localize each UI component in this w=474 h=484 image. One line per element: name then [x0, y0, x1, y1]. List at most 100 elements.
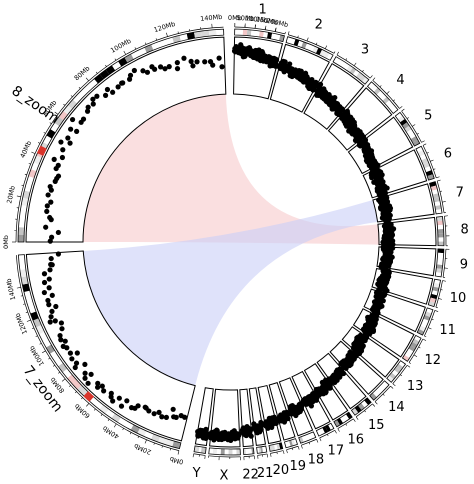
- ideogram-band: [165, 37, 174, 46]
- ideogram-18: [298, 431, 317, 444]
- track-frame-18: [278, 377, 314, 437]
- point-7_zoom: [159, 414, 165, 420]
- point-7_zoom: [47, 267, 53, 273]
- point-7_zoom: [142, 404, 148, 410]
- point-7_zoom: [59, 326, 65, 332]
- ideogram-6: [415, 145, 435, 181]
- ideogram-band: [323, 51, 330, 59]
- chromosome-label: 22: [242, 468, 259, 483]
- point-8_zoom: [216, 55, 222, 61]
- ideogram-band: [63, 105, 73, 115]
- zoom-axis-tick: [145, 42, 147, 45]
- axis-tick: [390, 385, 394, 389]
- axis-tick: [422, 143, 427, 146]
- axis-tick: [306, 37, 309, 42]
- point-7_zoom: [60, 343, 66, 349]
- centromere-highlight: [36, 145, 47, 156]
- ideogram-band: [301, 435, 307, 443]
- ideogram-band: [201, 30, 210, 38]
- zoom-axis-tick: [54, 111, 59, 115]
- ideogram-band: [50, 122, 60, 133]
- ideogram-band: [325, 424, 331, 432]
- ideogram-band: [267, 32, 273, 39]
- axis-tick: [292, 447, 294, 451]
- axis-tick: [319, 437, 322, 442]
- point-8_zoom: [162, 66, 168, 72]
- chromosome-label: X: [219, 468, 228, 483]
- chromosome-label: 17: [328, 444, 345, 459]
- axis-tick: [442, 201, 446, 203]
- ideogram-band: [18, 234, 25, 242]
- point-8_zoom: [131, 67, 137, 74]
- ideogram-band: [343, 62, 350, 71]
- ideogram-band: [20, 276, 29, 285]
- point-8_zoom: [68, 126, 74, 132]
- zoom-axis-tick: [123, 50, 127, 55]
- point-7_zoom: [82, 370, 88, 376]
- point-7_zoom: [163, 414, 169, 420]
- axis-tick: [334, 430, 337, 434]
- 7_zoom-tick-label: 20Mb: [133, 442, 153, 456]
- ideogram-band: [298, 436, 304, 444]
- zoom-axis-tick: [78, 86, 81, 89]
- ideogram-band: [390, 106, 398, 114]
- zoom-axis-tick: [137, 436, 140, 439]
- zoom-axis-tick: [41, 350, 46, 354]
- ideogram-band: [18, 254, 25, 263]
- ideogram-band: [224, 448, 229, 455]
- point-7_zoom: [124, 398, 130, 404]
- ideogram-band: [196, 446, 200, 453]
- ideogram-band: [250, 29, 256, 37]
- ideogram-Y: [193, 445, 207, 454]
- point-8_zoom: [60, 147, 66, 153]
- ideogram-band: [289, 37, 296, 45]
- ideogram-band: [339, 60, 347, 68]
- axis-tick: [413, 354, 418, 357]
- ideogram-band: [406, 348, 414, 355]
- track-frame-6: [362, 149, 428, 199]
- ideogram-band: [414, 335, 422, 342]
- ideogram-band: [355, 72, 363, 80]
- ideogram-band: [322, 426, 328, 434]
- ideogram-band: [435, 268, 443, 273]
- ideogram-band: [212, 448, 218, 455]
- ideogram-band: [49, 350, 59, 361]
- zoom-axis-tick: [21, 184, 24, 187]
- ideogram-band: [362, 77, 369, 85]
- chromosome-label: 2: [315, 18, 323, 33]
- point-7_zoom: [73, 360, 80, 366]
- ideogram-band: [304, 434, 310, 442]
- point-8_zoom: [55, 173, 62, 179]
- axis-tick: [345, 423, 348, 426]
- ideogram-band: [369, 392, 377, 401]
- zoom-axis-tick: [38, 142, 41, 144]
- ideogram-13: [386, 360, 407, 383]
- axis-tick: [369, 75, 373, 79]
- chromosome-label: 10: [450, 291, 467, 306]
- ideogram-band: [18, 219, 26, 228]
- point-7_zoom: [74, 350, 80, 356]
- point-7_zoom: [171, 414, 177, 420]
- ideogram-22: [242, 447, 255, 456]
- ideogram-band: [437, 224, 444, 230]
- ideogram-band: [22, 283, 30, 292]
- chromosome-label: 18: [308, 453, 325, 468]
- ideogram-band: [258, 446, 262, 454]
- zoom-axis-tick: [61, 378, 66, 382]
- point-8_zoom: [49, 234, 55, 240]
- chromosome-label: 3: [361, 43, 369, 58]
- ideogram-band: [26, 176, 35, 185]
- point-7_zoom: [48, 314, 54, 320]
- 8_zoom-tick-label: 140Mb: [200, 13, 223, 23]
- zoom-axis-tick: [49, 122, 52, 124]
- zoom-axis-tick: [48, 357, 51, 360]
- ideogram-band: [220, 448, 225, 455]
- ideogram-band: [254, 30, 260, 37]
- ideogram-5: [394, 111, 421, 147]
- ideogram-band: [437, 241, 444, 246]
- axis-8_zoom: [15, 26, 224, 243]
- axis-tick: [431, 318, 434, 321]
- ideogram-band: [316, 429, 322, 437]
- ideogram-band: [379, 93, 387, 101]
